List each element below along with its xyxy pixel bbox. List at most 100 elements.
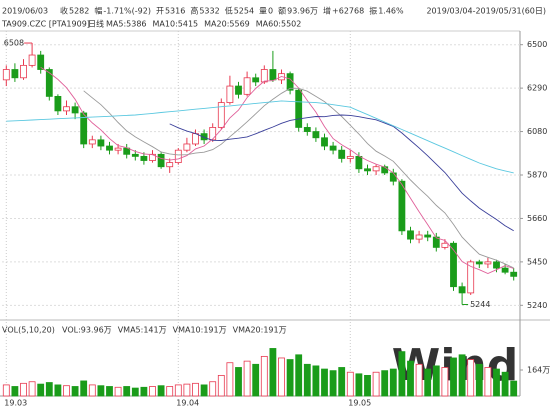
volume-bar — [389, 368, 397, 397]
volume-bar — [372, 371, 380, 397]
volume-bar — [346, 371, 354, 397]
volume-bar — [88, 384, 96, 397]
volume-bar — [286, 359, 294, 397]
x-tick-label: 19.03 — [4, 399, 27, 408]
candle-body — [475, 261, 483, 265]
info-value: 5254 — [234, 7, 254, 16]
candle-body — [295, 89, 303, 128]
legend-entry: MA20:5569 — [204, 20, 250, 29]
y-tick-label: 164万 — [527, 366, 550, 375]
volume-bar — [295, 354, 303, 397]
volume-bar — [475, 363, 483, 397]
volume-bar — [501, 371, 509, 397]
volume-legend: VMA5:141万 — [118, 326, 167, 335]
info-label: 振 — [369, 6, 377, 16]
candle-body — [200, 133, 208, 141]
candle-body — [398, 180, 406, 232]
candle-body — [355, 155, 363, 170]
info-value: 5282 — [69, 7, 89, 16]
volume-bar — [63, 385, 70, 397]
candle-body — [252, 77, 260, 83]
candle-body — [63, 106, 70, 112]
candle-body — [467, 261, 475, 294]
y-tick-label: 5240 — [527, 301, 547, 310]
volume-bar — [415, 363, 423, 397]
info-value: 1.46% — [378, 7, 404, 16]
volume-bar — [450, 357, 457, 397]
info-label: 增 — [323, 6, 331, 16]
candle-body — [338, 149, 346, 159]
volume-bar — [157, 385, 165, 397]
candle-body — [209, 127, 217, 141]
volume-bar — [226, 362, 234, 397]
volume-bar — [149, 386, 156, 397]
candle-body — [217, 102, 225, 128]
volume-bar — [441, 367, 449, 397]
candle-body — [140, 155, 148, 161]
info-label: 量 — [259, 7, 267, 16]
candle-body — [458, 286, 466, 294]
volume-bar — [458, 354, 466, 397]
y-tick-label: 6290 — [527, 84, 547, 93]
info-value: 0 — [268, 7, 273, 16]
info-label: 收 — [60, 6, 68, 16]
volume-legend: VMA20:191万 — [233, 326, 287, 335]
candle-body — [372, 166, 380, 172]
info-value: +62768 — [332, 7, 364, 16]
volume-bar — [510, 380, 518, 397]
info-label: 开 — [156, 7, 164, 16]
volume-bar — [174, 384, 182, 397]
candle-body — [235, 85, 242, 95]
ma-line — [40, 67, 514, 274]
candle-body — [432, 236, 440, 248]
volume-legend: VOL:93.96万 — [62, 326, 112, 335]
candle-body — [192, 133, 199, 145]
volume-bar — [71, 386, 79, 397]
info-label: 额 — [278, 6, 286, 16]
candle-body — [450, 242, 457, 288]
y-tick-label: 5870 — [527, 171, 547, 180]
volume-bar — [97, 385, 105, 397]
volume-bar — [80, 380, 88, 397]
legend-entry: MA60:5502 — [256, 20, 302, 29]
low-annotation: 5244 — [470, 300, 490, 309]
candle-body — [286, 73, 294, 91]
y-tick-label: 5450 — [527, 257, 547, 266]
legend-entry: MA5:5386 — [106, 20, 147, 29]
volume-bar — [364, 374, 371, 397]
candle-body — [131, 153, 139, 157]
info-value: 93.96万 — [287, 7, 318, 16]
volume-bar — [355, 373, 363, 397]
high-annotation: 6508 — [4, 39, 24, 48]
candle-body — [157, 153, 165, 168]
volume-bar — [217, 374, 225, 397]
info-label: 低 — [225, 6, 233, 16]
candle-body — [510, 271, 518, 277]
candle-body — [269, 69, 277, 81]
ma-line — [6, 100, 514, 174]
candle-body — [183, 143, 191, 151]
volume-bar — [20, 382, 27, 397]
volume-bar — [28, 381, 36, 397]
candle-body — [389, 172, 397, 182]
candle-body — [80, 112, 88, 145]
candle-body — [260, 69, 268, 83]
candle-body — [45, 69, 53, 97]
volume-bar — [140, 386, 148, 397]
info-value: -1.71%(-92) — [103, 7, 151, 16]
volume-bar — [338, 367, 346, 397]
volume-bar — [45, 382, 53, 397]
volume-bar — [235, 367, 242, 397]
volume-bar — [312, 365, 320, 397]
candle-body — [493, 261, 500, 269]
volume-bar — [166, 386, 174, 397]
volume-bar — [269, 348, 277, 397]
legend-entry: MA10:5415 — [153, 20, 199, 29]
volume-bar — [114, 386, 122, 397]
candle-body — [106, 145, 113, 151]
volume-bar — [493, 368, 500, 397]
period: 日线 — [88, 19, 104, 29]
volume-bar — [192, 382, 199, 397]
candle-body — [28, 54, 36, 66]
